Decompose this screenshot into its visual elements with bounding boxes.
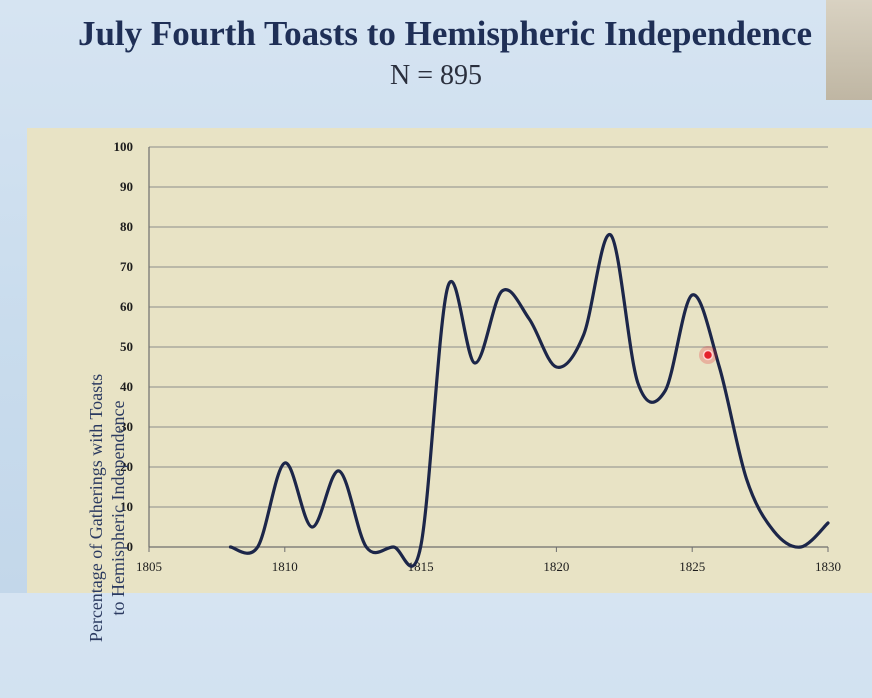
y-axis-label: Percentage of Gatherings with Toasts to … <box>85 318 129 698</box>
y-tick-label-30: 30 <box>120 419 133 434</box>
y-tick-label-50: 50 <box>120 339 133 354</box>
laser-pointer-icon <box>702 349 714 361</box>
y-tick-label-90: 90 <box>120 179 133 194</box>
x-tick-label-1805: 1805 <box>136 559 162 574</box>
webcam-thumbnail <box>826 0 872 100</box>
y-tick-label-80: 80 <box>120 219 133 234</box>
y-tick-label-60: 60 <box>120 299 133 314</box>
y-tick-label-20: 20 <box>120 459 133 474</box>
series-line-0 <box>228 233 830 568</box>
chart-panel: 0 10 20 30 40 50 60 70 80 90 100 1805 1810 1815 1820 18… <box>27 128 872 642</box>
x-tick-label-1810: 1810 <box>272 559 298 574</box>
x-tick-label-1830: 1830 <box>815 559 841 574</box>
y-tick-label-0: 0 <box>127 539 134 554</box>
y-tick-label-40: 40 <box>120 379 133 394</box>
y-axis-label-line-1: Percentage of Gatherings with Toasts <box>86 373 106 643</box>
y-axis-label-line-2: to Hemispheric Independence <box>108 400 128 616</box>
y-tick-label-70: 70 <box>120 259 133 274</box>
chart-title: July Fourth Toasts to Hemispheric Indepe… <box>77 14 813 53</box>
x-tick-label-1820: 1820 <box>543 559 569 574</box>
x-tick-label-1825: 1825 <box>679 559 705 574</box>
y-tick-label-100: 100 <box>114 139 134 154</box>
y-tick-label-10: 10 <box>120 499 133 514</box>
chart-subtitle: N = 895 <box>389 60 482 91</box>
